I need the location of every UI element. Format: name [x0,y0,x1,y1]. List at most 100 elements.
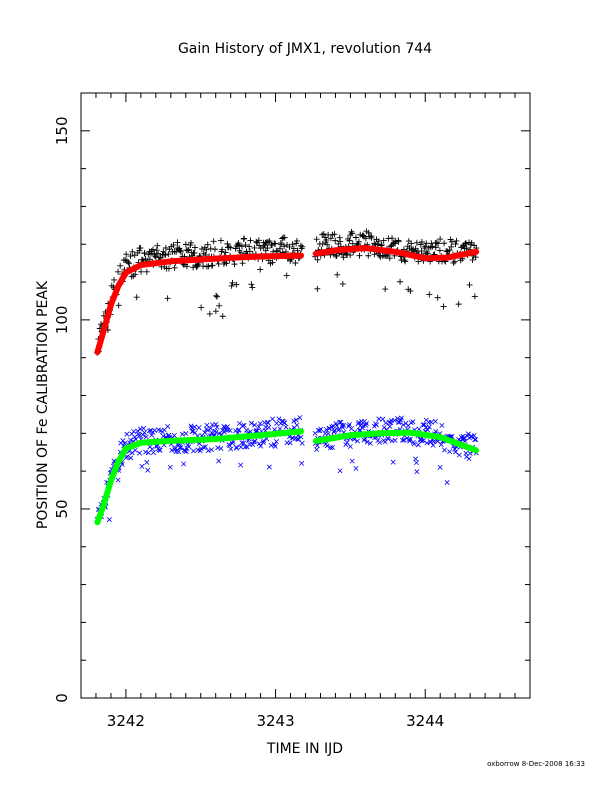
cross-marker [146,428,152,434]
cross-marker [444,479,450,485]
plus-marker [191,244,198,251]
cross-marker [294,422,300,428]
cross-marker [411,441,417,447]
plus-marker [177,248,184,255]
plus-marker [251,244,258,251]
y-axis-label: POSITION OF Fe CALIBRATION PEAK [35,280,51,529]
cross-marker [380,416,386,422]
cross-marker [182,448,188,454]
plus-marker [368,234,375,241]
plus-marker [111,276,118,283]
cross-marker [145,467,151,473]
cross-marker [131,429,137,435]
plus-marker [229,279,236,286]
plus-marker [143,268,150,275]
plus-marker [273,247,280,254]
cross-marker [458,434,464,440]
cross-marker [413,456,419,462]
cross-marker [252,422,258,428]
plus-marker [392,238,399,245]
y-tick-label: 100 [53,306,71,335]
cross-marker [276,416,282,422]
plus-marker [264,245,271,252]
plus-marker [469,256,476,263]
plus-marker [408,240,415,247]
green-fit-line [313,429,480,454]
cross-marker [467,450,473,456]
cross-marker [177,445,183,451]
plus-marker [451,258,458,265]
cross-marker [349,458,355,464]
plus-marker [184,247,191,254]
cross-marker [157,448,163,453]
cross-marker [250,441,256,447]
cross-marker [329,424,335,430]
plus-marker [297,242,304,249]
plus-marker [154,242,161,249]
plus-marker [320,230,327,237]
plus-marker [185,246,192,253]
plus-marker [453,237,460,244]
cross-marker [410,439,416,445]
plus-marker [125,259,132,266]
cross-marker [323,427,329,433]
cross-marker [410,419,416,425]
plus-marker [281,234,288,241]
cross-marker [128,437,134,443]
plus-marker [436,247,443,254]
cross-marker [186,444,192,450]
plus-marker [293,237,300,244]
plus-marker [191,249,198,256]
plus-marker [198,304,205,311]
cross-marker [204,422,210,428]
x-tick-label: 3242 [107,712,145,730]
plus-marker [443,247,450,254]
plus-marker [223,260,230,267]
plus-marker [182,241,189,248]
cross-marker [120,438,126,444]
plus-marker [217,237,224,244]
plus-marker [164,295,171,302]
plus-marker [248,281,255,288]
y-tick-label: 50 [53,499,71,518]
cross-marker [473,437,479,443]
cross-marker [124,454,130,460]
cross-marker [466,456,472,462]
cross-marker [115,477,121,483]
plus-marker [448,238,455,245]
cross-marker [227,428,233,434]
plus-marker [132,271,139,278]
cross-marker [391,417,397,423]
cross-marker [189,425,195,431]
plus-marker [452,241,459,248]
cross-marker [442,447,447,453]
cross-marker [256,441,262,447]
cross-marker [242,444,248,450]
x-axis-label: TIME IN IJD [266,741,343,757]
cross-marker [395,416,401,422]
plus-marker [127,253,134,260]
plus-marker [332,237,339,244]
cross-marker [421,422,427,428]
cross-marker [354,438,360,444]
plus-marker [349,230,356,237]
plus-marker [255,237,262,244]
plus-marker [347,252,354,259]
cross-marker [472,437,478,443]
plus-marker [224,240,231,247]
cross-marker [385,436,391,442]
cross-marker [121,440,127,446]
plus-marker [423,240,430,247]
cross-marker [196,425,202,431]
plus-marker [472,254,479,261]
plus-marker [198,245,205,252]
plus-marker [231,261,238,268]
plus-marker [174,239,181,246]
cross-marker [201,444,207,450]
cross-marker [413,460,419,466]
cross-marker [136,433,142,439]
cross-marker [135,428,141,434]
plus-marker [417,241,424,248]
cross-marker [461,435,467,441]
cross-marker [353,465,359,471]
